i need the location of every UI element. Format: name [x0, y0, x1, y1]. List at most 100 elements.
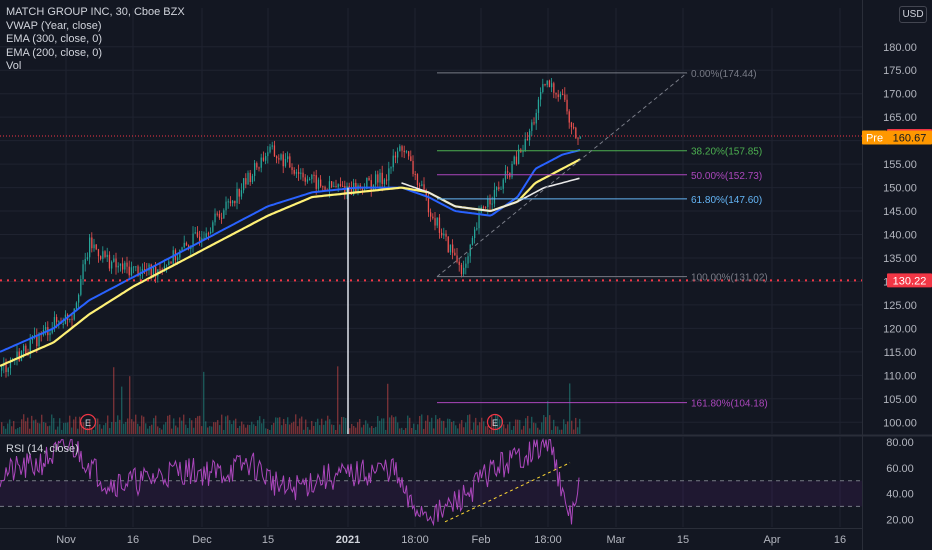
- volume-bar: [291, 422, 293, 434]
- rsi-tick-label: 20.00: [886, 514, 914, 526]
- time-tick-label: Mar: [607, 534, 626, 546]
- volume-bar: [463, 427, 465, 434]
- volume-bar: [401, 427, 403, 434]
- volume-bar: [131, 419, 133, 434]
- candle-body: [185, 242, 188, 246]
- candle-body: [555, 92, 557, 95]
- volume-bar: [161, 429, 163, 434]
- volume-bar: [411, 428, 413, 434]
- volume-bar: [187, 428, 189, 434]
- candle-body: [491, 203, 493, 205]
- volume-bar: [79, 416, 81, 434]
- rsi-legend[interactable]: RSI (14, close): [6, 443, 79, 455]
- candle-body: [564, 94, 566, 100]
- volume-bar: [33, 420, 35, 434]
- candle-body: [139, 273, 141, 276]
- symbol-title[interactable]: MATCH GROUP INC, 30, Cboe BZX: [6, 6, 185, 18]
- candle-body: [78, 294, 80, 303]
- candle-body: [95, 244, 97, 250]
- candle-body: [245, 178, 247, 185]
- volume-bar: [407, 415, 409, 434]
- volume-bar: [215, 422, 217, 434]
- volume-bar: [127, 418, 129, 434]
- volume-bar: [565, 424, 567, 434]
- volume-bar: [489, 429, 491, 434]
- volume-bar: [181, 420, 183, 434]
- volume-bar: [533, 422, 535, 434]
- volume-bar: [373, 428, 375, 434]
- volume-bar: [233, 420, 235, 434]
- volume-bar: [315, 422, 317, 434]
- volume-bar: [343, 417, 345, 434]
- volume-bar: [293, 421, 295, 434]
- volume-bar: [485, 426, 487, 434]
- candle-body: [53, 317, 56, 329]
- rsi-band-fill: [0, 480, 862, 507]
- candle-body: [375, 174, 377, 185]
- volume-bar: [139, 426, 141, 434]
- indicator-vwap[interactable]: VWAP (Year, close): [6, 19, 102, 32]
- candle-body: [69, 318, 71, 321]
- indicator-vol[interactable]: Vol: [6, 60, 22, 72]
- indicator-ema300[interactable]: EMA (300, close, 0): [6, 33, 102, 45]
- volume-bar: [265, 428, 267, 434]
- candle-body: [163, 266, 166, 271]
- candle-body: [148, 264, 150, 271]
- volume-bar: [177, 427, 179, 434]
- volume-bar: [387, 383, 389, 434]
- volume-bar: [69, 415, 71, 434]
- indicator-ema200[interactable]: EMA (200, close, 0): [6, 46, 102, 59]
- volume-bar: [311, 420, 313, 434]
- volume-bar: [303, 429, 305, 434]
- candle-body: [379, 172, 381, 183]
- volume-bar: [141, 415, 143, 434]
- candle-body: [49, 332, 51, 336]
- candle-body: [309, 179, 311, 181]
- volume-bar: [5, 428, 7, 434]
- volume-bar: [551, 429, 553, 434]
- volume-bar: [519, 419, 521, 434]
- candle-body: [190, 247, 192, 250]
- fib-level-label: 100.00%(131.02): [691, 273, 768, 284]
- candle-body: [449, 244, 452, 253]
- volume-bar: [413, 423, 415, 434]
- candle-body: [381, 172, 383, 184]
- volume-bar: [183, 414, 185, 434]
- candle-body: [181, 247, 183, 251]
- currency-button[interactable]: USD: [899, 6, 927, 23]
- volume-bar: [289, 424, 291, 434]
- candle-body: [124, 262, 126, 270]
- candle-body: [434, 218, 436, 226]
- candle-body: [196, 232, 199, 237]
- volume-bar: [63, 422, 65, 434]
- candle-body: [388, 168, 390, 181]
- rsi-tick-label: 60.00: [886, 463, 914, 475]
- volume-bar: [383, 418, 385, 434]
- candle-body: [236, 188, 238, 204]
- candle-body: [458, 261, 460, 265]
- volume-bar: [31, 415, 33, 434]
- candle-body: [194, 232, 196, 234]
- candle-body: [9, 361, 12, 369]
- fib-level-label: 38.20%(157.85): [691, 147, 762, 158]
- volume-bar: [563, 419, 565, 434]
- time-tick-label: 16: [834, 534, 846, 546]
- candle-body: [526, 139, 529, 141]
- volume-bar: [195, 417, 197, 434]
- volume-bar: [9, 419, 11, 434]
- volume-bar: [111, 422, 113, 434]
- candle-body: [278, 158, 280, 160]
- volume-bar: [549, 415, 551, 434]
- volume-bar: [497, 415, 499, 434]
- candle-body: [273, 145, 276, 157]
- candle-body: [247, 172, 249, 185]
- volume-bar: [441, 420, 443, 434]
- volume-bar: [249, 425, 251, 434]
- volume-bar: [203, 371, 205, 434]
- candle-body: [386, 179, 388, 181]
- candle-body: [337, 184, 339, 188]
- volume-bar: [103, 425, 105, 434]
- candle-body: [529, 130, 531, 141]
- rsi-trend-line: [444, 462, 571, 523]
